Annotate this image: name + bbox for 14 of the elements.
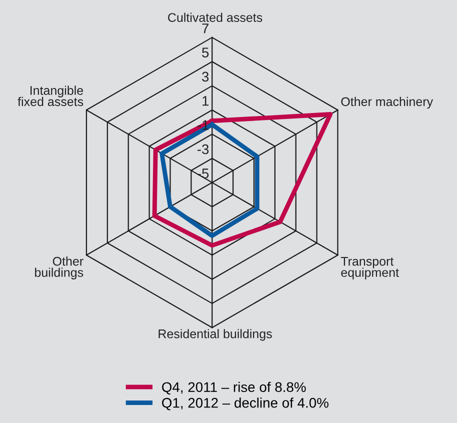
- y-tick-label: 7: [202, 24, 209, 34]
- y-tick-label: -5: [197, 168, 209, 178]
- spoke-label: Other machinery: [341, 96, 434, 109]
- legend-label: Q1, 2012 – decline of 4.0%: [162, 398, 328, 410]
- legend-label: Q4, 2011 – rise of 8.8%: [162, 382, 306, 395]
- spoke-label: Cultivated assets: [168, 12, 262, 22]
- spoke-label: Other buildings: [35, 256, 84, 280]
- spoke-label: Transport equipment: [340, 257, 399, 280]
- y-tick-label: 5: [202, 48, 209, 58]
- y-tick-label: 3: [202, 72, 209, 82]
- spoke-label: Intangible fixed assets: [18, 86, 84, 106]
- spoke-label: Residential buildings: [158, 329, 272, 341]
- y-tick-label: 1: [202, 96, 209, 106]
- y-tick-label: -3: [197, 144, 209, 154]
